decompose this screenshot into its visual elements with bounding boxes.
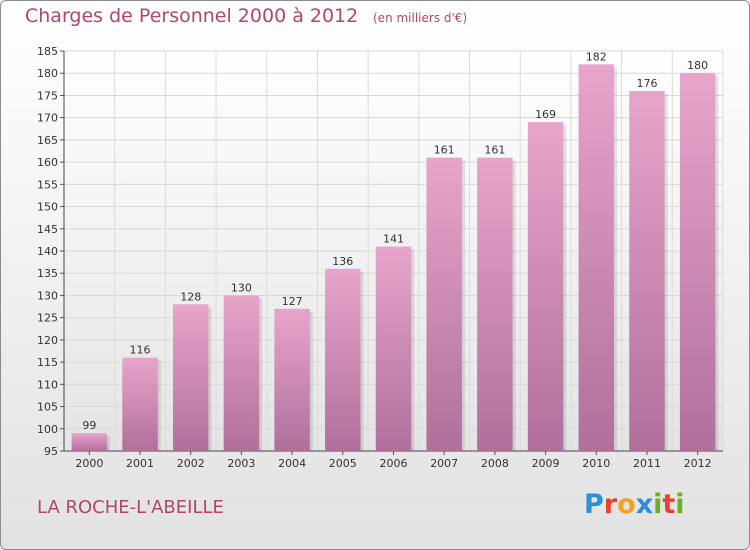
y-tick-label: 150 (37, 201, 58, 214)
y-tick-label: 125 (37, 312, 58, 325)
bar (274, 308, 310, 451)
y-tick-label: 180 (37, 67, 58, 80)
y-tick-label: 175 (37, 89, 58, 102)
y-tick-label: 135 (37, 267, 58, 280)
x-tick-label: 2005 (329, 457, 357, 470)
data-label: 116 (130, 344, 151, 357)
data-label: 161 (434, 144, 455, 157)
data-label: 130 (231, 281, 252, 294)
y-tick-label: 160 (37, 156, 58, 169)
x-tick-label: 2011 (633, 457, 661, 470)
data-label: 128 (180, 290, 201, 303)
data-label: 161 (484, 144, 505, 157)
x-tick-label: 2002 (177, 457, 205, 470)
bar (679, 73, 716, 451)
data-label: 176 (636, 77, 657, 90)
y-tick-label: 110 (37, 378, 58, 391)
x-tick-label: 2008 (481, 457, 509, 470)
brand-letter: P (584, 489, 604, 520)
data-label: 127 (282, 295, 303, 308)
y-tick-label: 105 (37, 401, 58, 414)
x-tick-label: 2009 (532, 457, 560, 470)
y-tick-label: 155 (37, 178, 58, 191)
brand-letter: r (603, 489, 618, 520)
brand-letter: i (653, 489, 663, 520)
y-tick-label: 115 (37, 356, 58, 369)
y-tick-label: 100 (37, 423, 58, 436)
x-tick-label: 2000 (75, 457, 103, 470)
x-tick-label: 2004 (278, 457, 306, 470)
bars (71, 64, 719, 452)
bar (629, 91, 665, 451)
bar (71, 433, 108, 451)
brand-logo: Proxiti (584, 489, 685, 520)
bar (375, 246, 412, 451)
data-label: 99 (82, 419, 96, 432)
y-tick-label: 130 (37, 289, 58, 302)
data-label: 180 (687, 59, 708, 72)
commune-name: LA ROCHE-L'ABEILLE (37, 497, 224, 518)
data-label: 169 (535, 108, 556, 121)
y-tick-label: 120 (37, 334, 58, 347)
y-tick-label: 165 (37, 134, 58, 147)
y-tick-label: 145 (37, 223, 58, 236)
x-tick-label: 2012 (684, 457, 712, 470)
bar (223, 295, 260, 451)
brand-letter: x (635, 489, 654, 520)
bar (426, 157, 462, 451)
brand-letter: t (662, 489, 676, 520)
x-tick-label: 2003 (227, 457, 255, 470)
chart-title: Charges de Personnel 2000 à 2012 (25, 5, 359, 27)
x-tick-label: 2001 (126, 457, 154, 470)
x-tick-label: 2010 (582, 457, 610, 470)
x-tick-label: 2007 (430, 457, 458, 470)
bar (527, 122, 564, 451)
bar (325, 268, 361, 451)
bar (122, 357, 158, 451)
bar (477, 157, 513, 451)
labels: 95 100 105 110 115 120 125 130 135 140 145 150 155 16… (37, 45, 712, 470)
unit-note: (en milliers d'€) (373, 11, 468, 25)
data-label: 136 (332, 255, 353, 268)
brand-letter: o (617, 489, 636, 520)
y-tick-label: 170 (37, 112, 58, 125)
data-label: 141 (383, 233, 404, 246)
data-label: 182 (586, 50, 607, 63)
y-tick-label: 140 (37, 245, 58, 258)
y-tick-label: 95 (44, 445, 58, 458)
bar (172, 304, 209, 451)
brand-letter: i (675, 489, 685, 520)
x-tick-label: 2006 (380, 457, 408, 470)
bar (578, 64, 615, 452)
y-tick-label: 185 (37, 45, 58, 58)
